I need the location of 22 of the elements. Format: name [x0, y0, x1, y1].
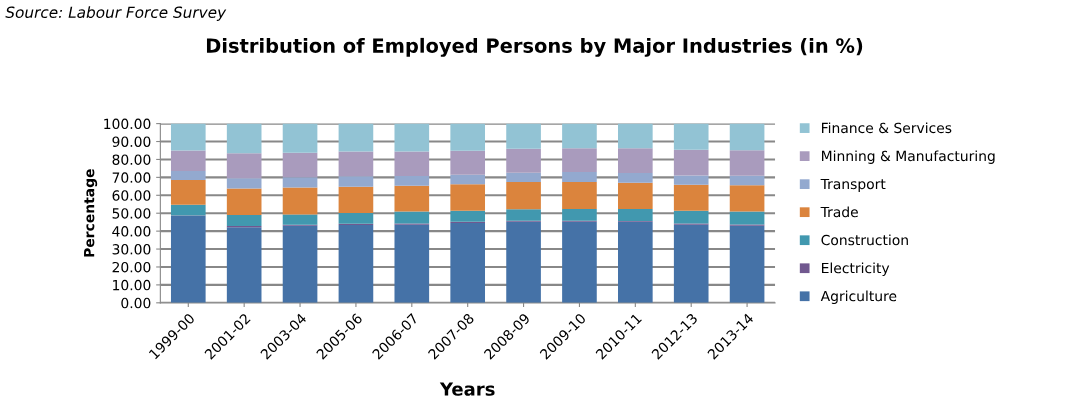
- chart-title: Distribution of Employed Persons by Major Industries (in %): [206, 37, 863, 57]
- legend-label: Minning & Manufacturing: [822, 150, 995, 164]
- y-axis-title: Percentage: [84, 169, 98, 257]
- y-tick-label: 40.00: [112, 226, 151, 237]
- y-tick-label: 10.00: [113, 279, 151, 291]
- y-tick-label: 60.00: [112, 190, 151, 201]
- y-tick-label: 100.00: [104, 118, 151, 130]
- legend-label: Construction: [821, 234, 908, 246]
- y-tick-label: 20.00: [112, 261, 151, 273]
- y-tick-label: 50.00: [112, 208, 151, 219]
- y-tick-label: 70.00: [112, 172, 151, 183]
- y-tick-label: 80.00: [112, 154, 151, 165]
- source-note: Source: Labour Force Survey: [5, 6, 227, 21]
- y-tick-label: 0.00: [121, 297, 151, 309]
- legend-label: Finance & Services: [822, 122, 952, 134]
- legend-label: Trade: [820, 206, 858, 218]
- y-tick-label: 90.00: [112, 136, 151, 147]
- x-axis-title: Years: [439, 382, 495, 396]
- legend-label: Agriculture: [820, 290, 897, 305]
- legend-label: Electricity: [822, 262, 890, 276]
- legend-label: Transport: [820, 178, 886, 192]
- y-tick-label: 30.00: [112, 244, 151, 255]
